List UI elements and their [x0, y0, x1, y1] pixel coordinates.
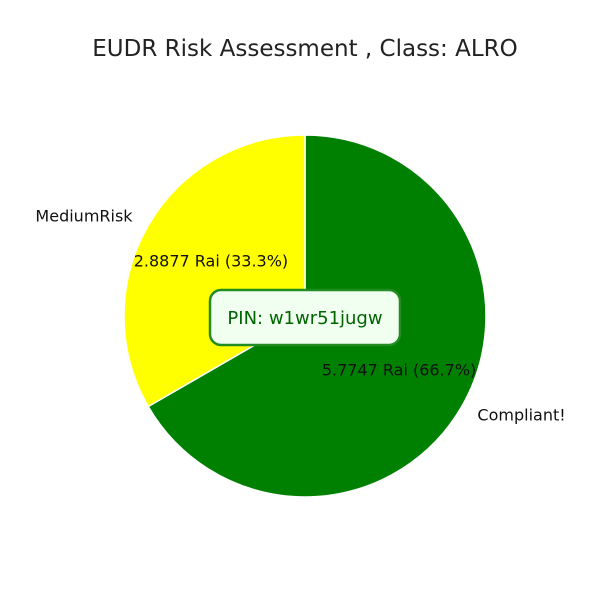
- slice-value-label: 2.8877 Rai (33.3%): [134, 252, 288, 271]
- slice-category-label: MediumRisk: [35, 206, 133, 225]
- slice-value-label: 5.7747 Rai (66.7%): [322, 360, 476, 379]
- slice-category-label: Compliant!: [477, 406, 565, 425]
- pin-box: PIN: w1wr51jugw: [208, 288, 402, 347]
- chart-title: EUDR Risk Assessment , Class: ALRO: [92, 36, 517, 62]
- pin-box-frame: [208, 288, 402, 347]
- pie-labels: Compliant! 5.7747 Rai (66.7%) MediumRisk 2.…: [35, 206, 565, 424]
- pin-text: PIN: w1wr51jugw: [227, 308, 382, 329]
